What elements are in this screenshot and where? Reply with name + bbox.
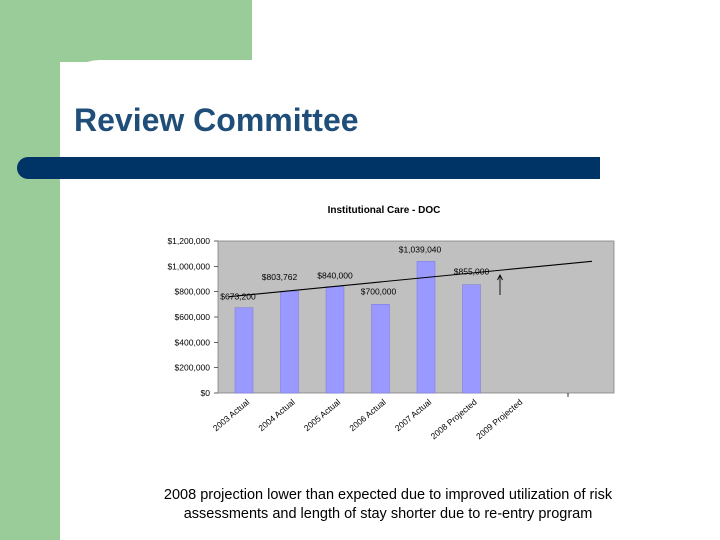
data-label: $803,762 — [262, 272, 298, 282]
bar-chart: Institutional Care - DOC $0 $200,000 $400,… — [167, 205, 615, 442]
bar — [325, 286, 345, 394]
data-label: $700,000 — [361, 286, 397, 296]
slide-caption: 2008 projection lower than expected due … — [110, 486, 666, 524]
data-label: $1,039,040 — [399, 244, 442, 254]
y-tick-label: $1,200,000 — [167, 236, 210, 246]
data-label: $840,000 — [317, 271, 353, 281]
x-tick-label: 2004 Actual — [256, 397, 297, 433]
y-tick-label: $200,000 — [175, 363, 211, 373]
x-tick-label: 2006 Actual — [347, 397, 388, 433]
y-tick-label: $0 — [201, 388, 211, 398]
x-tick-label: 2009 Projected — [474, 397, 524, 442]
y-tick-label: $400,000 — [175, 337, 211, 347]
bar — [280, 290, 299, 394]
title-divider — [17, 157, 600, 179]
arrow-marker-head — [497, 273, 503, 281]
data-label: $855,000 — [454, 267, 490, 277]
plot-area — [217, 240, 615, 394]
y-tick-label: $600,000 — [175, 312, 211, 322]
chart-title: Institutional Care - DOC — [328, 205, 441, 216]
x-tick-label: 2005 Actual — [302, 397, 343, 433]
bar — [416, 261, 436, 394]
trendline — [228, 260, 593, 298]
y-tick-label: $800,000 — [175, 287, 211, 297]
slide-title: Review Committee — [74, 102, 359, 138]
x-tick-label: 2008 Projected — [429, 397, 479, 442]
x-tick-label: 2003 Actual — [211, 397, 252, 433]
y-tick-label: $1,000,000 — [167, 261, 210, 271]
caption-line-2: assessments and length of stay shorter d… — [183, 506, 593, 522]
bar — [371, 304, 390, 394]
bar — [234, 307, 254, 394]
sidebar-band — [0, 0, 60, 540]
x-tick-label: 2007 Actual — [393, 397, 434, 433]
data-label: $673,200 — [220, 292, 256, 302]
caption-line-1: 2008 projection lower than expected due … — [163, 487, 613, 503]
bar — [462, 284, 481, 394]
